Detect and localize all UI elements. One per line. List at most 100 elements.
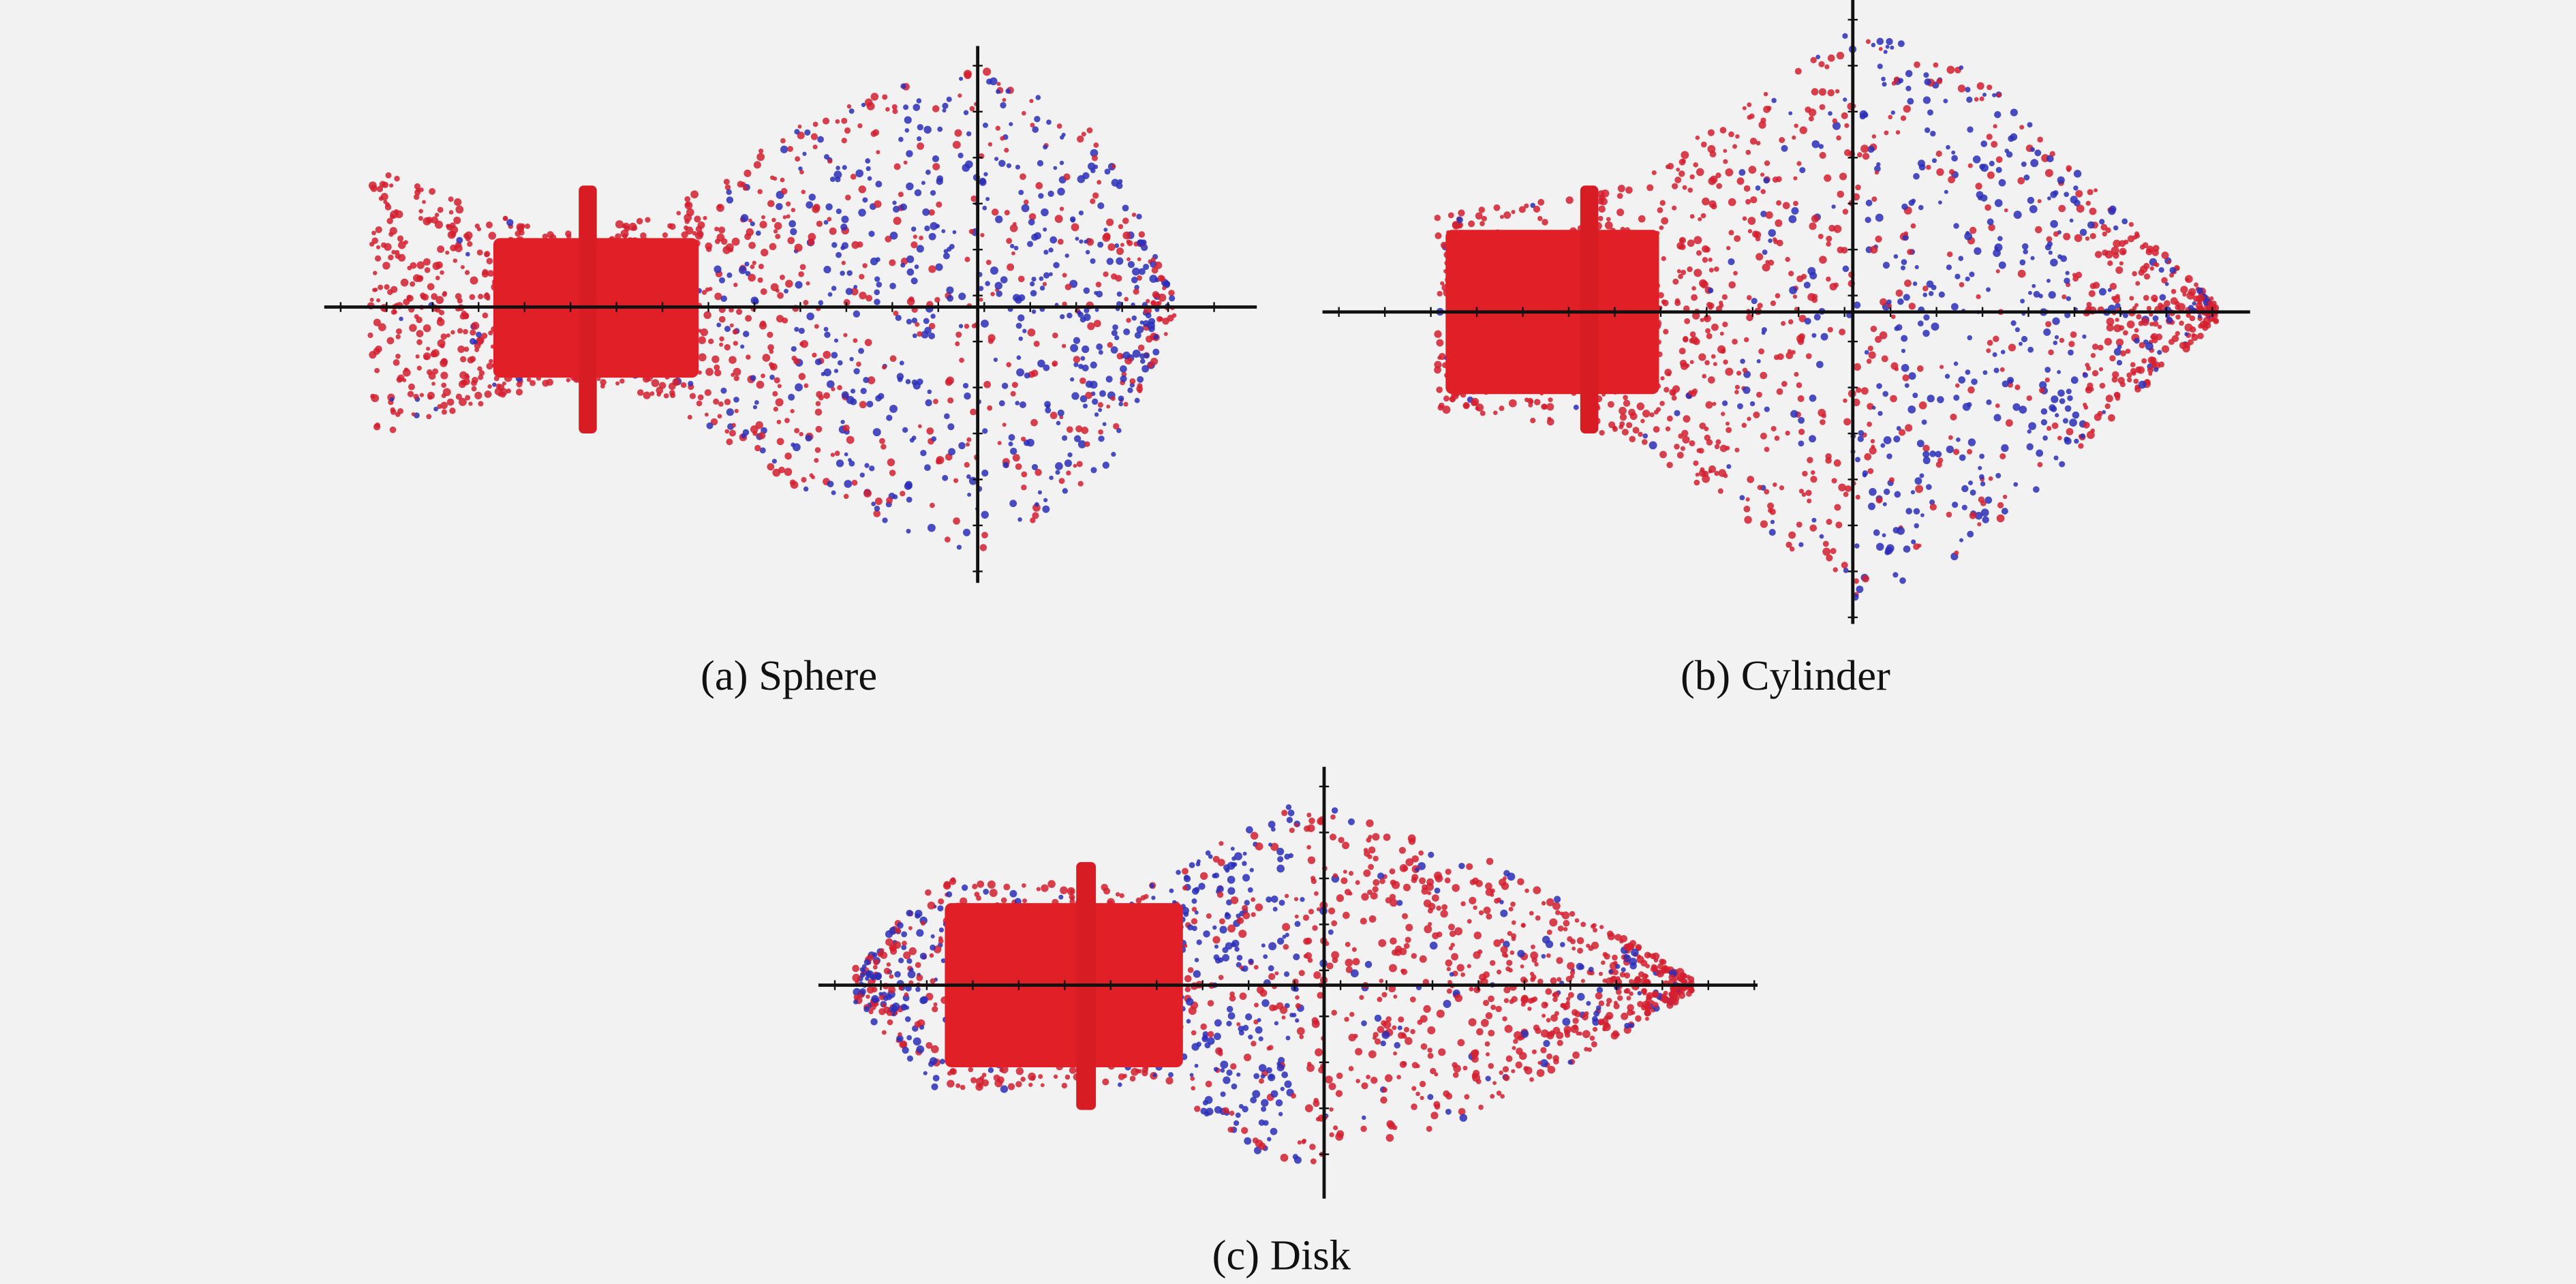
particle: [1039, 276, 1044, 281]
particle: [1042, 281, 1047, 286]
particle: [1270, 842, 1279, 851]
particle: [1567, 936, 1573, 943]
particle: [1390, 898, 1398, 907]
particle: [1890, 314, 1896, 320]
particle: [2159, 294, 2166, 301]
particle: [1492, 410, 1498, 415]
particle: [726, 196, 734, 204]
particle: [2157, 350, 2162, 355]
particle: [936, 459, 941, 465]
particle: [1308, 817, 1315, 825]
particle: [2086, 431, 2095, 440]
particle: [2130, 362, 2136, 367]
particle: [393, 359, 400, 366]
particle: [837, 360, 843, 366]
particle: [1250, 831, 1259, 840]
particle: [1788, 271, 1794, 277]
particle: [1768, 529, 1776, 536]
particle: [949, 243, 955, 249]
particle: [1011, 382, 1018, 388]
particle: [1723, 159, 1728, 164]
particle: [1467, 919, 1472, 924]
particle: [2089, 232, 2096, 240]
particle: [1908, 303, 1916, 310]
particle: [1417, 861, 1426, 870]
particle: [1191, 906, 1197, 912]
particle: [953, 517, 960, 525]
particle: [1475, 403, 1484, 412]
particle: [1295, 1003, 1302, 1009]
particle: [1860, 387, 1869, 395]
particle: [1176, 870, 1181, 875]
particle: [1867, 468, 1874, 474]
particle: [1893, 254, 1899, 259]
particle: [450, 330, 455, 335]
particle: [1347, 818, 1355, 825]
particle: [2099, 382, 2106, 389]
particle: [1116, 247, 1124, 256]
particle: [1057, 239, 1064, 245]
particle: [1290, 1092, 1296, 1099]
particle: [2046, 425, 2052, 431]
particle: [900, 83, 906, 89]
particle: [1110, 396, 1116, 401]
particle: [1142, 320, 1150, 327]
particle: [1215, 1047, 1223, 1055]
particle: [1761, 331, 1766, 335]
particle: [1627, 1004, 1634, 1011]
particle: [1222, 953, 1230, 962]
particle: [1202, 1035, 1208, 1041]
particle: [859, 967, 865, 973]
particle: [1821, 413, 1826, 418]
particle: [2051, 395, 2059, 403]
particle: [1234, 852, 1242, 861]
particle: [566, 378, 570, 382]
particle: [1116, 182, 1123, 189]
particle: [1314, 891, 1319, 896]
particle: [1242, 851, 1247, 856]
particle: [1136, 326, 1144, 333]
particle: [1352, 958, 1360, 966]
particle: [1161, 286, 1167, 290]
particle: [1986, 134, 1993, 140]
particle: [1079, 377, 1086, 384]
particle: [1034, 468, 1042, 476]
particle: [1007, 1083, 1015, 1090]
particle: [1258, 1078, 1264, 1084]
particle: [1022, 328, 1027, 333]
particle: [934, 296, 940, 303]
particle: [2062, 418, 2069, 424]
particle: [1034, 502, 1039, 507]
particle: [1874, 165, 1881, 172]
particle: [1831, 478, 1837, 484]
particle: [1042, 505, 1050, 513]
particle: [2105, 395, 2113, 403]
particle: [1716, 183, 1723, 189]
particle: [1034, 115, 1041, 123]
particle: [1760, 211, 1767, 217]
particle: [1137, 388, 1142, 393]
particle: [1304, 1104, 1313, 1113]
particle: [1924, 78, 1931, 86]
particle: [1026, 438, 1034, 447]
particle: [1019, 173, 1026, 181]
particle: [798, 373, 806, 380]
particle: [1793, 176, 1798, 181]
particle: [1181, 868, 1189, 875]
particle: [787, 236, 795, 245]
particle: [1903, 545, 1911, 553]
particle: [1623, 395, 1628, 401]
particle: [798, 166, 803, 171]
particle: [795, 156, 801, 162]
particle: [1820, 333, 1828, 341]
particle: [2115, 395, 2121, 401]
particle: [1546, 930, 1552, 935]
particle: [1238, 930, 1247, 938]
particle: [1705, 328, 1711, 334]
particle: [1825, 457, 1832, 464]
particle: [1711, 323, 1719, 331]
particle: [1451, 953, 1458, 961]
particle: [921, 181, 925, 185]
particle: [1427, 1094, 1434, 1101]
particle: [2069, 218, 2074, 223]
